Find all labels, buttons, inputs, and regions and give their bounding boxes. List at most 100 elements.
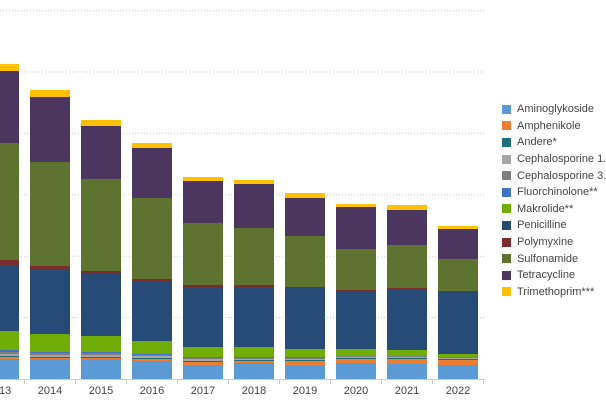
bar-segment-makrolide-2018: [234, 347, 274, 357]
legend-swatch: [502, 104, 511, 114]
legend-label: Tetracycline: [517, 269, 576, 282]
bar-segment-cephalosporine-1-2016: [132, 356, 172, 358]
legend-item[interactable]: Cephalosporine 3.: [502, 167, 606, 184]
legend-swatch: [502, 237, 511, 247]
x-tick-label: 2017: [191, 385, 215, 397]
legend-swatch: [502, 187, 511, 197]
x-tick-label: 2020: [344, 385, 368, 397]
legend: Aminoglykoside Amphenikole Andere* Cephalos…: [502, 101, 606, 300]
bar-segment-cephalosporine-3-2018: [234, 358, 274, 359]
bar-segment-polymyxine-2022: [438, 291, 478, 292]
bar-segment-trimethoprim-2013: [0, 64, 19, 71]
bar-segment-cephalosporine-1-2022: [438, 358, 478, 359]
bar-segment-amphenikole-2019: [285, 361, 325, 365]
legend-item[interactable]: Fluorchinolone**: [502, 184, 606, 201]
bar-segment-cephalosporine-3-2016: [132, 355, 172, 356]
bar-segment-tetracycline-2017: [183, 181, 223, 223]
bar-segment-andere-2018: [234, 360, 274, 361]
bar-segment-amphenikole-2017: [183, 362, 223, 365]
bar-segment-trimethoprim-2021: [387, 205, 427, 210]
bar-segment-andere-2022: [438, 359, 478, 360]
bar-segment-amphenikole-2013: [0, 357, 19, 359]
x-tick-label: 2021: [395, 385, 419, 397]
bar-segment-cephalosporine-3-2021: [387, 356, 427, 357]
bar-segment-polymyxine-2016: [132, 279, 172, 281]
legend-swatch: [502, 270, 511, 280]
legend-item[interactable]: Trimethoprim***: [502, 284, 606, 301]
bar-segment-amphenikole-2016: [132, 359, 172, 361]
bar-segment-andere-2019: [285, 360, 325, 361]
bar-segment-aminoglykoside-2017: [183, 365, 223, 379]
x-tick-label: 2013: [0, 385, 11, 397]
bar-segment-cephalosporine-3-2017: [183, 358, 223, 359]
bar-segment-amphenikole-2018: [234, 361, 274, 363]
legend-item[interactable]: Andere*: [502, 134, 606, 151]
bar-segment-cephalosporine-1-2021: [387, 357, 427, 358]
bar-segment-aminoglykoside-2019: [285, 365, 325, 379]
legend-item[interactable]: Cephalosporine 1.: [502, 151, 606, 168]
legend-swatch: [502, 137, 511, 147]
bar-segment-fluorchinolone-2018: [234, 357, 274, 358]
bar-segment-cephalosporine-3-2019: [285, 358, 325, 359]
legend-label: Makrolide**: [517, 202, 574, 215]
bar-segment-sulfonamide-2019: [285, 236, 325, 287]
bar-segment-sulfonamide-2015: [81, 179, 121, 271]
x-tick-label: 2018: [242, 385, 266, 397]
bar-segment-tetracycline-2014: [30, 97, 70, 162]
legend-label: Andere*: [517, 136, 557, 149]
x-tick-label: 2015: [89, 385, 113, 397]
bar-segment-sulfonamide-2016: [132, 198, 172, 279]
bar-segment-sulfonamide-2013: [0, 143, 19, 260]
bar-segment-cephalosporine-3-2022: [438, 357, 478, 358]
bar-segment-fluorchinolone-2016: [132, 354, 172, 355]
legend-item[interactable]: Polymyxine: [502, 234, 606, 251]
x-tick-label: 2022: [446, 385, 470, 397]
bar-segment-amphenikole-2021: [387, 359, 427, 364]
legend-item[interactable]: Sulfonamide: [502, 250, 606, 267]
legend-item[interactable]: Aminoglykoside: [502, 101, 606, 118]
bar-segment-cephalosporine-3-2014: [30, 353, 70, 355]
legend-item[interactable]: Tetracycline: [502, 267, 606, 284]
bar-segment-aminoglykoside-2022: [438, 365, 478, 379]
bar-segment-makrolide-2016: [132, 341, 172, 354]
bar-segment-polymyxine-2014: [30, 266, 70, 270]
bar-segment-trimethoprim-2015: [81, 120, 121, 126]
bar-segment-trimethoprim-2018: [234, 180, 274, 184]
bar-segment-penicilline-2017: [183, 287, 223, 347]
bar-segment-cephalosporine-3-2015: [81, 353, 121, 355]
bar-segment-tetracycline-2022: [438, 229, 478, 259]
bar-segment-sulfonamide-2018: [234, 228, 274, 285]
legend-label: Polymyxine: [517, 236, 574, 249]
bar-segment-amphenikole-2014: [30, 358, 70, 359]
bar-segment-trimethoprim-2020: [336, 204, 376, 207]
bar-segment-andere-2014: [30, 357, 70, 358]
bar-segment-amphenikole-2022: [438, 360, 478, 365]
bar-segment-andere-2013: [0, 356, 19, 357]
bar-segment-polymyxine-2019: [285, 287, 325, 288]
legend-label: Aminoglykoside: [517, 103, 595, 116]
bar-segment-aminoglykoside-2015: [81, 359, 121, 379]
legend-item[interactable]: Penicilline: [502, 217, 606, 234]
bar-segment-andere-2016: [132, 358, 172, 359]
bar-segment-makrolide-2015: [81, 336, 121, 352]
legend-label: Trimethoprim***: [517, 285, 595, 298]
bar-segment-tetracycline-2021: [387, 210, 427, 245]
bar-segment-penicilline-2015: [81, 274, 121, 336]
legend-item[interactable]: Amphenikole: [502, 118, 606, 135]
legend-item[interactable]: Makrolide**: [502, 201, 606, 218]
bar-segment-andere-2017: [183, 361, 223, 362]
bar-segment-amphenikole-2015: [81, 358, 121, 359]
bar-segment-penicilline-2016: [132, 281, 172, 341]
bar-segment-trimethoprim-2016: [132, 143, 172, 148]
bar-segment-fluorchinolone-2014: [30, 352, 70, 353]
legend-label: Amphenikole: [517, 119, 581, 132]
bar-segment-penicilline-2019: [285, 288, 325, 349]
legend-swatch: [502, 254, 511, 264]
legend-swatch: [502, 121, 511, 131]
bar-segment-polymyxine-2018: [234, 285, 274, 287]
bar-segment-trimethoprim-2017: [183, 177, 223, 181]
bar-segment-polymyxine-2015: [81, 271, 121, 274]
bar-segment-sulfonamide-2020: [336, 249, 376, 290]
bar-segment-sulfonamide-2022: [438, 259, 478, 291]
